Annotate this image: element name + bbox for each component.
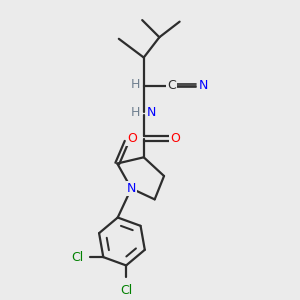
Text: O: O	[127, 132, 137, 145]
Text: N: N	[199, 79, 208, 92]
Text: H: H	[130, 77, 140, 91]
Text: H: H	[130, 106, 140, 118]
Text: Cl: Cl	[120, 284, 132, 297]
Text: N: N	[147, 106, 156, 118]
Text: C: C	[167, 79, 176, 92]
Text: N: N	[127, 182, 136, 195]
Text: O: O	[170, 132, 180, 145]
Text: Cl: Cl	[71, 250, 83, 264]
